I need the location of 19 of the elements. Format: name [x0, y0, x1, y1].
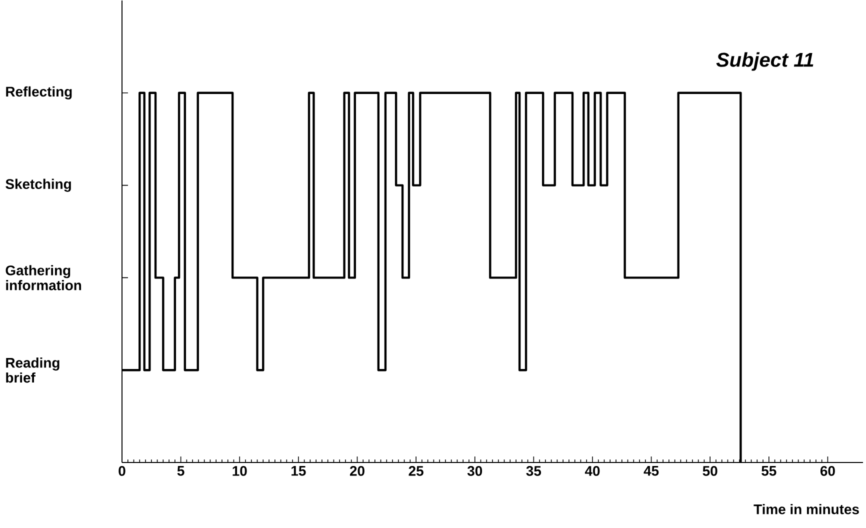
x-tick-label: 10: [232, 466, 247, 476]
text: Reading brief: [6, 358, 60, 383]
x-tick-label: 30: [467, 466, 482, 476]
x-tick-label: 25: [408, 466, 424, 476]
chart-title: Subject 11: [716, 52, 814, 72]
x-tick-label: 15: [292, 466, 306, 476]
text: Reflecting: [6, 86, 72, 100]
x-tick-label: 60: [820, 466, 835, 476]
x-tick-label: 20: [350, 466, 364, 476]
x-tick-label: 40: [584, 466, 600, 476]
text: Gathering information: [6, 265, 82, 291]
x-tick-label: 0: [118, 466, 126, 476]
x-tick-label: 50: [702, 466, 718, 476]
x-tick-label: 55: [762, 466, 776, 476]
text: Sketching: [6, 179, 71, 192]
x-axis-title: Time in minutes: [754, 504, 859, 515]
x-tick-label: 5: [177, 466, 184, 476]
x-tick-label: 45: [644, 466, 659, 476]
x-tick-label: 35: [526, 466, 542, 476]
